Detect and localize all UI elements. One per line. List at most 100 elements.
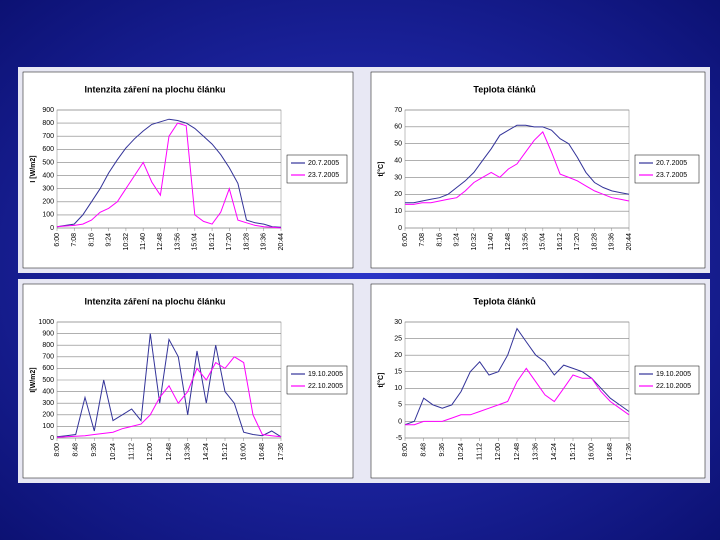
y-tick-label: 60 [394,124,402,131]
legend-box [286,154,348,184]
y-tick-label: 0 [398,418,402,425]
x-tick-label: 18:28 [591,233,598,251]
legend-label: 23.7.2005 [308,172,339,179]
x-tick-label: 16:00 [241,443,248,461]
chart: Teplota článků -5 0 5 10 15 20 25 30 8:00 8:48 9:36… [370,283,706,479]
y-tick-label: 10 [394,208,402,215]
series-line [405,367,630,426]
x-tick-label: 19:36 [609,233,616,251]
chart: Intenzita záření na plochu článku 0 100 200… [22,283,354,479]
plot-area [56,109,282,229]
x-tick-label: 7:08 [419,233,426,247]
y-tick-label: 700 [42,354,54,361]
x-tick-label: 6:00 [54,233,61,247]
x-tick-label: 10:32 [471,233,478,251]
x-tick-label: 11:40 [140,233,147,250]
chart: Teplota článků 0 10 20 30 40 50 60 70 6:00 7:08 8:1… [370,71,706,269]
y-tick-label: 5 [398,402,402,409]
y-tick-label: 300 [42,186,54,193]
y-tick-label: 20 [394,191,402,198]
y-tick-label: 15 [394,369,402,376]
x-tick-label: 12:48 [505,233,512,251]
x-tick-label: 10:24 [110,443,117,461]
x-tick-label: 6:00 [402,233,409,247]
x-tick-label: 12:48 [157,233,164,251]
legend-box [634,365,700,395]
plot-area [404,321,630,439]
x-tick-label: 16:12 [557,233,564,251]
x-tick-label: 15:12 [570,443,577,461]
x-tick-label: 11:12 [477,443,484,460]
y-tick-label: 0 [398,225,402,232]
x-tick-label: 13:36 [533,443,540,461]
x-tick-label: 12:00 [495,443,502,461]
x-tick-label: 12:48 [514,443,521,461]
y-tick-label: 500 [42,377,54,384]
x-tick-label: 17:36 [278,443,285,461]
x-tick-label: 13:56 [174,233,181,251]
y-axis-label: t[°C] [377,373,385,388]
y-tick-label: 300 [42,400,54,407]
x-tick-label: 9:36 [439,443,446,457]
y-tick-label: 200 [42,199,54,206]
x-tick-label: 8:16 [436,233,443,247]
chart-title: Intenzita záření na plochu článku [84,84,225,94]
x-tick-label: 9:24 [106,233,113,247]
series-line [405,124,630,204]
series-line [405,131,630,205]
x-tick-label: 16:12 [209,233,216,251]
legend-label: 22.10.2005 [308,383,343,390]
y-tick-label: 100 [42,212,54,219]
y-tick-label: -5 [396,435,402,442]
y-tick-label: 200 [42,412,54,419]
y-tick-label: 800 [42,342,54,349]
x-tick-label: 15:12 [222,443,229,461]
x-tick-label: 14:24 [551,443,558,461]
x-tick-label: 12:48 [166,443,173,461]
y-tick-label: 0 [50,435,54,442]
x-tick-label: 8:48 [421,443,428,457]
y-tick-label: 1000 [38,319,54,326]
x-tick-label: 16:00 [589,443,596,461]
x-tick-label: 10:32 [123,233,130,251]
legend-label: 19.10.2005 [656,371,691,378]
x-tick-label: 18:28 [243,233,250,251]
x-tick-label: 17:20 [574,233,581,251]
x-tick-label: 9:24 [454,233,461,247]
legend-label: 23.7.2005 [656,172,687,179]
x-tick-label: 8:48 [73,443,80,457]
y-tick-label: 800 [42,120,54,127]
x-tick-label: 19:36 [261,233,268,251]
chart: Intenzita záření na plochu článku 0 100 200… [22,71,354,269]
y-tick-label: 50 [394,141,402,148]
x-tick-label: 8:00 [402,443,409,457]
y-tick-label: 400 [42,172,54,179]
x-tick-label: 20:44 [278,233,285,251]
x-tick-label: 17:36 [626,443,633,461]
y-tick-label: 400 [42,388,54,395]
x-tick-label: 12:00 [147,443,154,461]
x-tick-label: 15:04 [540,233,547,251]
y-tick-label: 700 [42,133,54,140]
y-axis-label: t[°C] [377,162,385,177]
x-tick-label: 16:48 [259,443,266,461]
series-line [56,333,282,438]
x-tick-label: 8:00 [54,443,61,457]
series-line [56,356,282,438]
y-tick-label: 40 [394,157,402,164]
legend-label: 22.10.2005 [656,383,691,390]
chart-title: Teplota článků [473,296,535,306]
y-tick-label: 600 [42,146,54,153]
legend-label: 20.7.2005 [308,160,339,167]
plot-area [404,109,630,229]
x-tick-label: 20:44 [626,233,633,251]
legend-box [634,154,700,184]
y-tick-label: 10 [394,385,402,392]
x-tick-label: 9:36 [91,443,98,457]
y-tick-label: 0 [50,225,54,232]
y-tick-label: 100 [42,423,54,430]
x-tick-label: 17:20 [226,233,233,251]
chart-title: Intenzita záření na plochu článku [84,296,225,306]
y-tick-label: 600 [42,365,54,372]
